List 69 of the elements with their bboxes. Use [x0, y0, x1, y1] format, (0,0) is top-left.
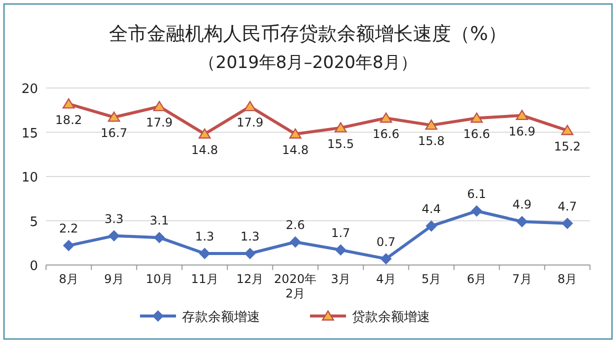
data-label: 15.8 — [418, 134, 445, 148]
data-label: 1.7 — [331, 226, 350, 240]
x-tick-label: 11月 — [191, 272, 218, 286]
legend-label: 存款余额增速 — [182, 310, 260, 325]
x-tick-label: 12月 — [236, 272, 264, 286]
x-tick-label: 10月 — [146, 272, 173, 286]
data-label: 4.7 — [558, 199, 577, 214]
point — [425, 120, 438, 130]
data-label: 14.8 — [282, 143, 309, 158]
point — [108, 112, 120, 122]
point — [334, 122, 347, 132]
data-label: 15.2 — [554, 139, 581, 154]
data-label: 4.4 — [422, 202, 441, 216]
y-tick-label: 5 — [30, 214, 38, 230]
data-label: 16.6 — [372, 127, 400, 142]
point — [562, 218, 573, 229]
data-label: 18.2 — [55, 112, 82, 127]
point — [108, 230, 120, 242]
x-tick-label: 6月 — [466, 272, 486, 286]
x-tick-label: 2020年 2月 — [274, 272, 317, 300]
point — [380, 112, 392, 123]
x-tick-label: 5月 — [422, 272, 442, 286]
data-label: 16.6 — [463, 127, 490, 142]
point — [516, 216, 528, 228]
data-label: 2.2 — [59, 222, 78, 236]
data-label: 17.9 — [236, 116, 264, 130]
point — [244, 248, 256, 259]
data-label: 17.9 — [146, 116, 173, 130]
point — [199, 248, 210, 259]
x-tick-label: 8月 — [58, 272, 78, 286]
data-label: 16.9 — [508, 124, 536, 138]
point — [426, 220, 437, 232]
point — [244, 100, 256, 112]
y-tick-label: 10 — [21, 170, 38, 186]
data-label: 14.8 — [191, 143, 218, 158]
chart-title: 全市金融机构人民币存贷款余额增长速度（%） — [108, 23, 508, 45]
point — [289, 128, 302, 139]
y-tick-label: 20 — [21, 82, 38, 97]
x-tick-label: 9月 — [104, 272, 124, 286]
point — [290, 236, 301, 248]
x-tick-label: 4月 — [376, 272, 396, 286]
x-tick-label: 3月 — [330, 272, 350, 286]
data-label: 2.6 — [286, 218, 305, 232]
data-label: 15.5 — [327, 136, 354, 151]
data-label: 1.3 — [240, 229, 260, 244]
point — [470, 112, 483, 123]
y-tick-label: 0 — [30, 259, 38, 274]
point — [153, 100, 166, 112]
chart-subtitle: （2019年8月–2020年8月） — [198, 53, 418, 73]
data-label: 3.1 — [150, 214, 169, 228]
legend-label: 贷款余额增速 — [352, 310, 430, 325]
point — [198, 128, 211, 139]
data-label: 4.9 — [512, 198, 532, 212]
point — [516, 110, 528, 120]
x-tick-label: 7月 — [512, 272, 532, 286]
point — [561, 124, 574, 136]
data-label: 1.3 — [195, 229, 214, 244]
data-label: 3.3 — [104, 212, 124, 226]
point — [62, 98, 75, 109]
data-label: 0.7 — [376, 234, 396, 249]
point — [154, 232, 165, 244]
point — [335, 244, 346, 256]
point — [471, 206, 482, 217]
data-label: 16.7 — [100, 126, 128, 140]
point — [380, 253, 392, 264]
data-label: 6.1 — [467, 187, 486, 202]
x-tick-label: 8月 — [558, 272, 578, 286]
y-tick-label: 15 — [21, 126, 38, 142]
point — [63, 240, 74, 252]
